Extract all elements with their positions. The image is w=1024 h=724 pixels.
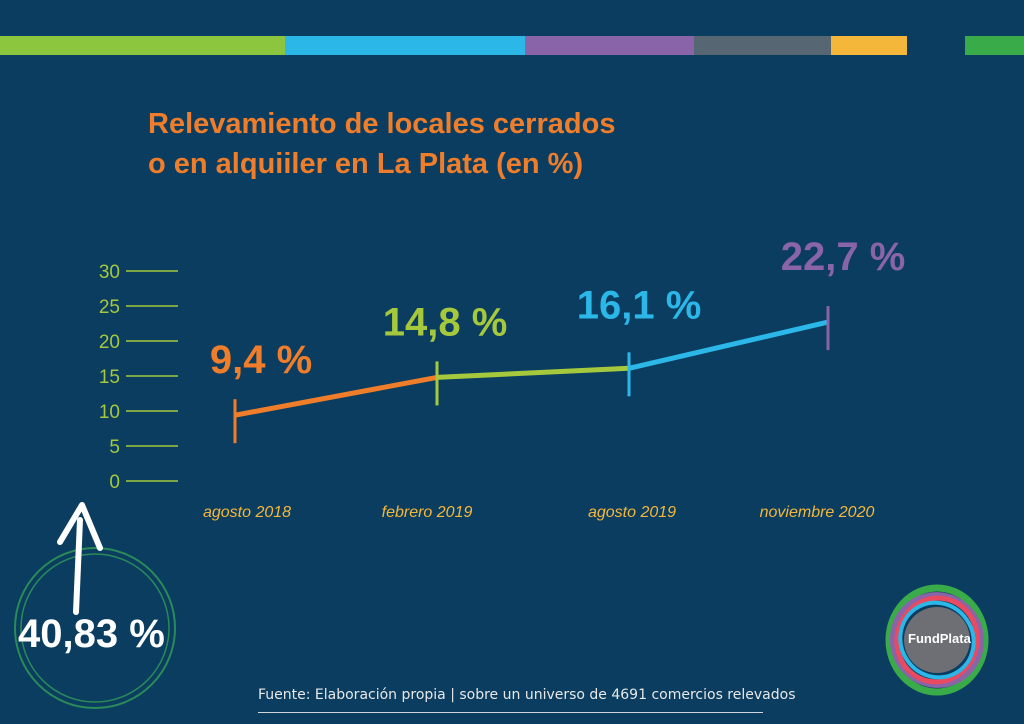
y-tick-label: 5 — [109, 437, 120, 458]
x-category-label: agosto 2019 — [588, 504, 676, 521]
y-tick-label: 10 — [99, 402, 120, 423]
x-axis-categories: agosto 2018 febrero 2019 agosto 2019 noviem… — [203, 504, 875, 521]
stripe-purple — [525, 36, 694, 55]
x-category-label: febrero 2019 — [382, 504, 473, 521]
up-arrow-icon — [57, 502, 103, 615]
stripe-gray — [694, 36, 831, 55]
stripe-yellow — [831, 36, 907, 55]
line-segment — [436, 365, 630, 380]
x-category-label: noviembre 2020 — [760, 504, 875, 521]
y-axis: 0 5 10 15 20 25 30 — [99, 262, 178, 493]
footer-divider — [258, 712, 763, 713]
x-category-label: agosto 2018 — [203, 504, 291, 521]
line-segment — [628, 319, 829, 371]
data-label: 14,8 % — [383, 300, 508, 344]
line-series — [233, 306, 830, 444]
logo-text: FundPlata — [908, 631, 971, 646]
data-label: 16,1 % — [577, 283, 702, 327]
y-tick-label: 0 — [109, 472, 120, 493]
stripe-green — [0, 36, 285, 55]
badge-ring-inner — [20, 553, 170, 703]
y-tick-label: 30 — [99, 262, 120, 283]
data-labels: 9,4 % 14,8 % 16,1 % 22,7 % — [210, 235, 905, 382]
chart-title-line-1: Relevamiento de locales cerrados — [148, 108, 616, 140]
data-label: 22,7 % — [781, 235, 906, 279]
chart-title: Relevamiento de locales cerrados o en al… — [148, 104, 615, 184]
data-label: 9,4 % — [210, 338, 312, 382]
source-footer: Fuente: Elaboración propia | sobre un un… — [258, 687, 796, 703]
y-tick-label: 15 — [99, 367, 120, 388]
chart-title-line-2: o en alquiiler en La Plata (en %) — [148, 148, 584, 180]
y-tick-label: 25 — [99, 297, 120, 318]
y-tick-label: 20 — [99, 332, 120, 353]
stripe-green-right — [965, 36, 1024, 55]
badge-ring-outer — [14, 547, 176, 709]
stripe-blue — [285, 36, 525, 55]
line-segment — [234, 374, 438, 418]
badge-graphic — [14, 502, 176, 709]
badge-value: 40,83 % — [18, 612, 165, 656]
